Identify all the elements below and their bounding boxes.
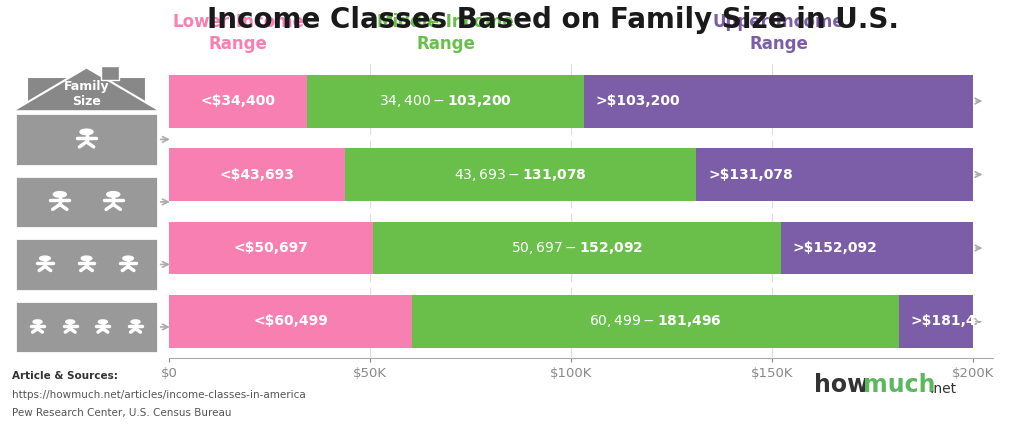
Bar <box>169 295 413 348</box>
Text: <$50,697: <$50,697 <box>233 241 308 255</box>
FancyBboxPatch shape <box>15 175 158 228</box>
Text: <$60,499: <$60,499 <box>253 314 328 329</box>
Text: https://howmuch.net/articles/income-classes-in-america: https://howmuch.net/articles/income-clas… <box>12 390 306 400</box>
Polygon shape <box>12 67 161 111</box>
Text: >$131,078: >$131,078 <box>709 168 793 181</box>
Bar <box>899 295 973 348</box>
Circle shape <box>53 192 67 197</box>
Circle shape <box>33 320 42 324</box>
Bar <box>307 75 584 127</box>
Text: Upper-Income
Range: Upper-Income Range <box>713 13 845 53</box>
FancyBboxPatch shape <box>27 77 146 111</box>
Text: Income Classes Based on Family Size in U.S.: Income Classes Based on Family Size in U… <box>207 6 899 34</box>
Bar <box>169 221 373 275</box>
Text: Lower-Income
Range: Lower-Income Range <box>172 13 304 53</box>
Text: >$181,496: >$181,496 <box>910 314 995 329</box>
FancyBboxPatch shape <box>15 113 158 166</box>
Text: <$43,693: <$43,693 <box>219 168 294 181</box>
Circle shape <box>131 320 140 324</box>
Text: $34,400 - $103,200: $34,400 - $103,200 <box>379 93 512 109</box>
Circle shape <box>81 256 92 260</box>
FancyBboxPatch shape <box>15 238 158 291</box>
Circle shape <box>98 320 108 324</box>
Text: Pew Research Center, U.S. Census Bureau: Pew Research Center, U.S. Census Bureau <box>12 408 231 418</box>
Circle shape <box>80 129 93 135</box>
Text: $43,693 - $131,078: $43,693 - $131,078 <box>454 166 587 183</box>
Text: <$34,400: <$34,400 <box>201 94 275 108</box>
Text: Middle-Income
Range: Middle-Income Range <box>377 13 514 53</box>
Bar <box>169 75 307 127</box>
Bar <box>345 148 696 201</box>
Circle shape <box>106 192 120 197</box>
Text: much: much <box>863 373 936 397</box>
Bar <box>584 75 973 127</box>
Text: Family
Size: Family Size <box>63 80 110 109</box>
Bar <box>169 148 345 201</box>
Bar <box>780 221 973 275</box>
Circle shape <box>123 256 133 260</box>
Text: $50,697 - $152,092: $50,697 - $152,092 <box>511 240 643 256</box>
Bar <box>696 148 973 201</box>
Text: >$152,092: >$152,092 <box>793 241 878 255</box>
Text: $60,499 - $181,496: $60,499 - $181,496 <box>589 314 722 329</box>
Circle shape <box>40 256 50 260</box>
FancyBboxPatch shape <box>101 66 119 80</box>
Text: .net: .net <box>930 381 956 396</box>
Text: >$103,200: >$103,200 <box>596 94 681 108</box>
Text: Article & Sources:: Article & Sources: <box>12 371 118 381</box>
FancyBboxPatch shape <box>15 301 158 353</box>
Text: how: how <box>814 373 869 397</box>
Bar <box>373 221 780 275</box>
Bar <box>413 295 899 348</box>
Circle shape <box>66 320 75 324</box>
